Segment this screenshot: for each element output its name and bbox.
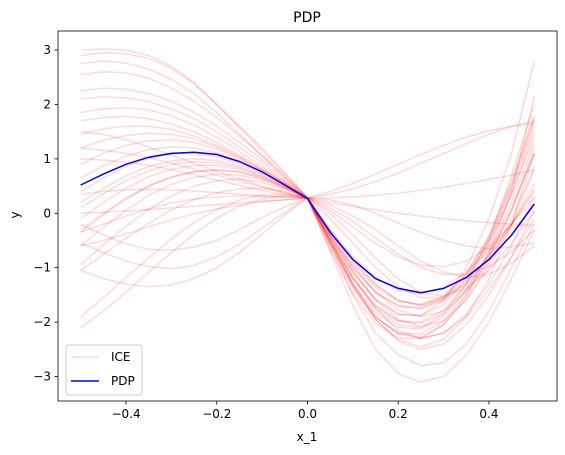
x-tick-label: −0.4 [111, 407, 140, 421]
y-axis-label: y [8, 211, 22, 218]
legend: ICE PDP [65, 344, 143, 396]
y-tick-label: −2 [33, 315, 51, 329]
y-tick-label: 2 [43, 97, 51, 111]
y-tick-label: 3 [43, 43, 51, 57]
x-tick-label: 0.2 [389, 407, 408, 421]
legend-box [65, 344, 143, 396]
y-tick-label: −3 [33, 370, 51, 384]
y-axis-ticks: −3 −2 −1 0 1 2 3 [33, 43, 58, 384]
x-tick-label: 0.4 [479, 407, 498, 421]
pdp-lines [80, 151, 535, 294]
x-tick-label: 0.0 [298, 407, 317, 421]
y-tick-label: 0 [43, 206, 51, 220]
y-tick-label: −1 [33, 261, 51, 275]
legend-pdp-label: PDP [111, 374, 135, 388]
x-axis-label: x_1 [297, 430, 318, 444]
x-tick-label: −0.2 [202, 407, 231, 421]
chart-title: PDP [293, 10, 321, 26]
plot-area [80, 48, 536, 383]
pdp-line [80, 151, 535, 294]
y-tick-label: 1 [43, 152, 51, 166]
x-axis-ticks: −0.4 −0.2 0.0 0.2 0.4 [111, 401, 499, 421]
legend-ice-label: ICE [111, 350, 131, 364]
